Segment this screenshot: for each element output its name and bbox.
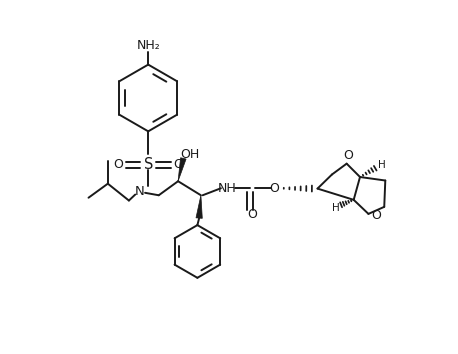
Text: NH₂: NH₂ bbox=[136, 39, 160, 52]
Text: S: S bbox=[143, 157, 153, 172]
Text: NH: NH bbox=[218, 182, 237, 195]
Text: O: O bbox=[114, 158, 123, 171]
Text: OH: OH bbox=[180, 148, 199, 161]
Text: O: O bbox=[371, 209, 381, 222]
Text: O: O bbox=[270, 182, 279, 195]
Polygon shape bbox=[196, 195, 202, 218]
Polygon shape bbox=[178, 158, 186, 181]
Text: N: N bbox=[135, 185, 144, 198]
Text: O: O bbox=[247, 208, 257, 221]
Text: H: H bbox=[378, 160, 386, 170]
Text: O: O bbox=[344, 149, 354, 162]
Text: H: H bbox=[332, 202, 340, 212]
Text: O: O bbox=[173, 158, 183, 171]
